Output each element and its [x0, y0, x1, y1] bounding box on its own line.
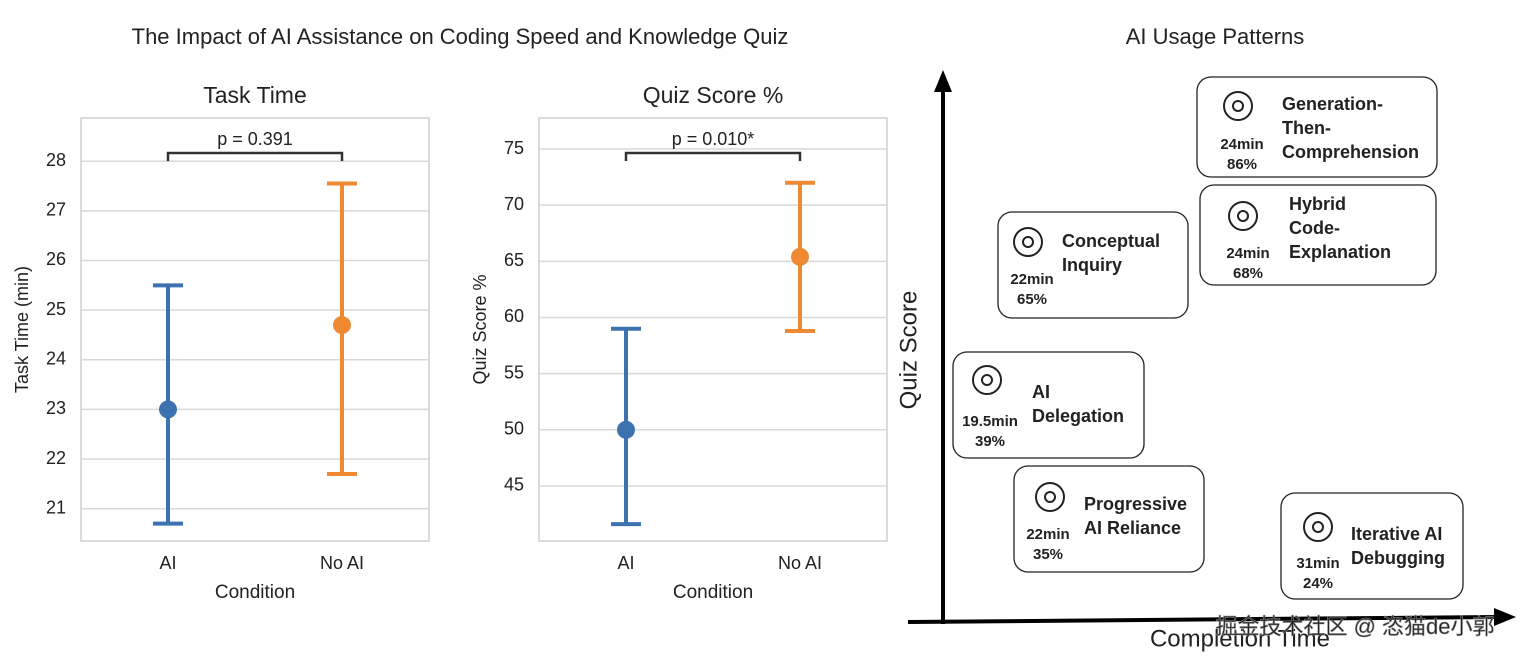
- pattern-label: Iterative AI: [1351, 524, 1442, 544]
- pattern-score: 39%: [975, 433, 1005, 450]
- pattern-icon: [1303, 512, 1333, 542]
- pattern-time: 22min: [1026, 526, 1069, 543]
- plot-frame: [80, 117, 430, 542]
- mean-point: [333, 316, 351, 335]
- y-tick-label: 65: [504, 250, 524, 270]
- pattern-card: [1280, 492, 1464, 600]
- pattern-icon: [1232, 100, 1244, 112]
- p-value-annotation: p = 0.010*: [672, 129, 755, 149]
- arrowhead: [1494, 608, 1516, 626]
- arrowhead: [934, 70, 952, 92]
- pattern-label: AI: [1032, 382, 1050, 402]
- watermark: 掘金技术社区 @ 恣猫de小郭: [1215, 614, 1494, 639]
- mean-point: [617, 420, 635, 439]
- pattern-icon: [1022, 236, 1034, 248]
- y-tick-label: 24: [46, 349, 66, 369]
- pattern-icon: [1044, 491, 1056, 503]
- mean-point: [791, 247, 809, 266]
- y-tick-label: 55: [504, 362, 524, 382]
- figure-title: The Impact of AI Assistance on Coding Sp…: [132, 24, 789, 49]
- y-tick-label: 25: [46, 299, 66, 319]
- pattern-time: 22min: [1010, 271, 1053, 288]
- x-tick-label: No AI: [778, 553, 822, 573]
- pattern-label: Code-: [1289, 218, 1340, 238]
- y-tick-label: 26: [46, 249, 66, 269]
- mean-point: [159, 400, 177, 419]
- y-axis-label: Quiz Score %: [470, 274, 490, 384]
- pattern-label: Inquiry: [1062, 255, 1122, 275]
- pattern-icon: [1237, 210, 1249, 222]
- x-tick-label: AI: [617, 553, 634, 573]
- pattern-card: [997, 211, 1189, 319]
- pattern-card: [1199, 184, 1437, 286]
- y-tick-label: 23: [46, 398, 66, 418]
- pattern-time: 24min: [1226, 245, 1269, 262]
- pattern-time: 24min: [1220, 136, 1263, 153]
- pattern-label: Hybrid: [1289, 194, 1346, 214]
- diagram-title: AI Usage Patterns: [1126, 24, 1305, 49]
- pattern-score: 65%: [1017, 291, 1047, 308]
- plot-frame: [538, 117, 888, 542]
- pattern-icon: [1013, 227, 1043, 257]
- y-tick-label: 27: [46, 200, 66, 220]
- y-tick-label: 70: [504, 194, 524, 214]
- pattern-label: Then-: [1282, 118, 1331, 138]
- pattern-card: [1013, 465, 1205, 573]
- pattern-time: 19.5min: [962, 413, 1018, 430]
- pattern-icon: [981, 374, 993, 386]
- chart-title: Task Time: [203, 82, 307, 108]
- y-axis-label: Task Time (min): [12, 266, 32, 393]
- chart-title: Quiz Score %: [643, 82, 784, 108]
- pattern-score: 86%: [1227, 156, 1257, 173]
- x-tick-label: No AI: [320, 553, 364, 573]
- pattern-icon: [1223, 91, 1253, 121]
- significance-bracket: [624, 151, 802, 161]
- y-tick-label: 50: [504, 419, 524, 439]
- significance-bracket: [166, 151, 344, 161]
- y-tick-label: 60: [504, 306, 524, 326]
- p-value-annotation: p = 0.391: [217, 129, 293, 149]
- x-axis-label: Completion Time: [1150, 625, 1330, 652]
- pattern-label: Debugging: [1351, 548, 1445, 568]
- pattern-icon: [1035, 482, 1065, 512]
- pattern-card: [1196, 76, 1438, 178]
- y-tick-label: 22: [46, 448, 66, 468]
- pattern-label: AI Reliance: [1084, 518, 1181, 538]
- pattern-label: Explanation: [1289, 242, 1391, 262]
- pattern-score: 24%: [1303, 575, 1333, 592]
- pattern-icon: [972, 365, 1002, 395]
- pattern-score: 35%: [1033, 546, 1063, 563]
- x-axis-label: Condition: [673, 582, 753, 603]
- y-tick-label: 45: [504, 475, 524, 495]
- pattern-score: 68%: [1233, 265, 1263, 282]
- pattern-icon: [1312, 521, 1324, 533]
- y-tick-label: 28: [46, 150, 66, 170]
- pattern-icon: [1228, 201, 1258, 231]
- pattern-label: Delegation: [1032, 406, 1124, 426]
- y-tick-label: 75: [504, 138, 524, 158]
- pattern-label: Conceptual: [1062, 231, 1160, 251]
- x-tick-label: AI: [159, 553, 176, 573]
- y-tick-label: 21: [46, 497, 66, 517]
- pattern-label: Comprehension: [1282, 142, 1419, 162]
- pattern-time: 31min: [1296, 555, 1339, 572]
- pattern-label: Generation-: [1282, 94, 1383, 114]
- pattern-label: Progressive: [1084, 494, 1187, 514]
- x-axis-label: Condition: [215, 582, 295, 603]
- x-axis-arrow: [907, 615, 1499, 624]
- y-axis-label: Quiz Score: [895, 291, 922, 410]
